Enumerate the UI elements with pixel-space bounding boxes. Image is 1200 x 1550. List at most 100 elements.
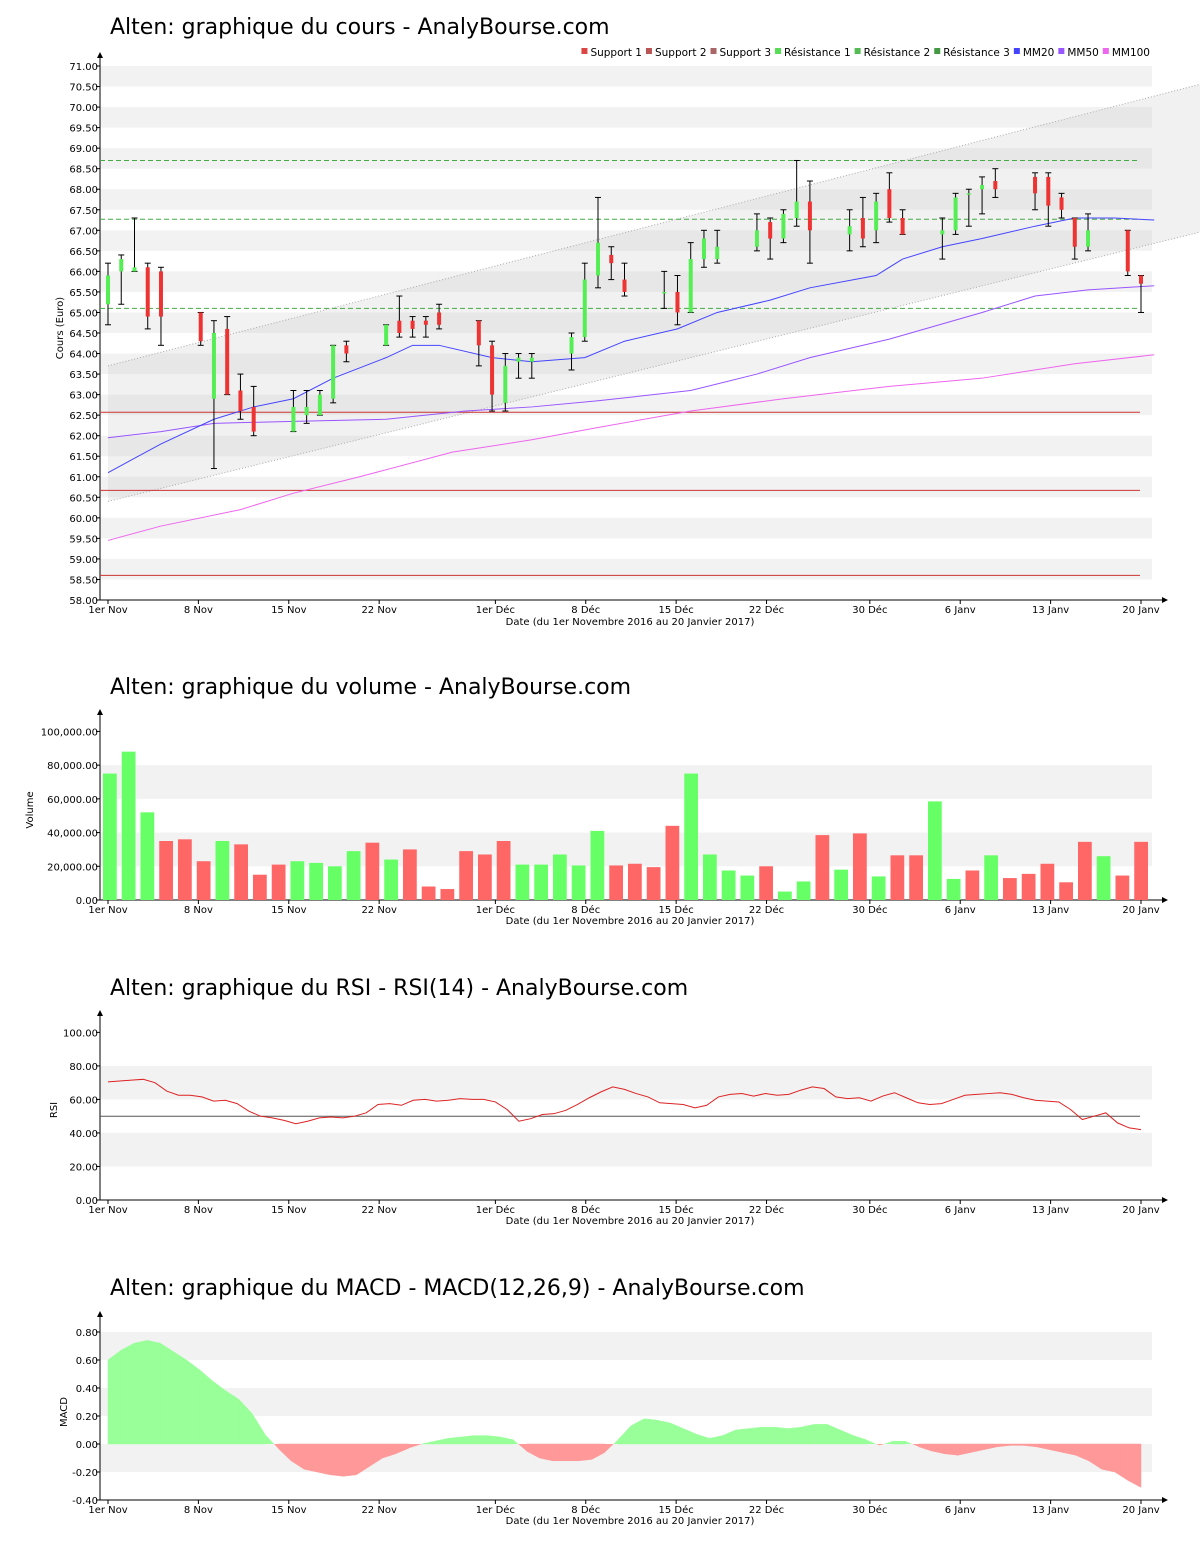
legend-swatch bbox=[710, 48, 717, 54]
rsi-line bbox=[107, 1078, 1142, 1131]
macd-x-tick-label: 20 Janv bbox=[1122, 1505, 1159, 1516]
macd-area-segment bbox=[944, 1443, 959, 1456]
legend-label: Support 3 bbox=[720, 47, 772, 59]
candle-body bbox=[596, 242, 601, 276]
macd-area-segment bbox=[447, 1436, 462, 1445]
rsi-x-axis-label: Date (du 1er Novembre 2016 au 20 Janvier… bbox=[506, 1216, 755, 1227]
candle-body bbox=[940, 230, 945, 235]
macd-x-tick-label: 6 Janv bbox=[945, 1505, 976, 1516]
volume-x-tick-label: 1er Déc bbox=[476, 904, 515, 916]
price-chart: 58.00 58.50 59.00 59.50 60.00 60.50 61.00 61.50… bbox=[69, 47, 1200, 616]
legend-swatch bbox=[1013, 48, 1020, 54]
macd-band bbox=[100, 1444, 1152, 1472]
candle-body bbox=[198, 312, 203, 342]
macd-x-axis-label: Date (du 1er Novembre 2016 au 20 Janvier… bbox=[506, 1516, 755, 1527]
macd-y-tick-label: 0.80 bbox=[76, 1328, 98, 1339]
macd-area-segment bbox=[199, 1369, 213, 1445]
macd-y-tick-label: -0.20 bbox=[72, 1468, 98, 1479]
macd-area-segment bbox=[735, 1428, 749, 1445]
macd-area-segment bbox=[160, 1342, 174, 1445]
candle-body bbox=[344, 345, 349, 354]
volume-bar bbox=[796, 881, 811, 900]
macd-area-segment bbox=[912, 1444, 919, 1447]
macd-x-arrow bbox=[1162, 1497, 1168, 1503]
volume-x-tick-label: 22 Nov bbox=[361, 905, 397, 916]
macd-x-tick-label: 1er Nov bbox=[88, 1505, 127, 1516]
volume-bar bbox=[553, 854, 567, 900]
macd-area-segment bbox=[303, 1443, 318, 1473]
macd-area-segment bbox=[421, 1440, 436, 1445]
rsi-x-tick-label: 1er Nov bbox=[88, 1205, 127, 1216]
rsi-x-tick-label: 8 Nov bbox=[184, 1205, 213, 1216]
macd-area-segment bbox=[696, 1433, 710, 1445]
macd-area-segment bbox=[343, 1443, 357, 1477]
candle-body bbox=[688, 259, 693, 313]
candle-body bbox=[132, 267, 137, 272]
price-y-tick-label: 69.00 bbox=[69, 144, 98, 155]
price-y-tick-label: 61.00 bbox=[69, 473, 98, 484]
price-y-tick-label: 70.50 bbox=[69, 83, 98, 94]
volume-y-arrow bbox=[97, 709, 103, 715]
rsi-x-tick-label: 6 Janv bbox=[945, 1205, 976, 1216]
volume-bar bbox=[909, 855, 923, 900]
rsi-chart: 0.00 20.00 40.00 60.00 80.00 100.00 1er Nov 8 N… bbox=[63, 1010, 1168, 1216]
volume-y-tick-label: 100,000.00 bbox=[41, 727, 98, 738]
macd-area-segment bbox=[826, 1424, 841, 1445]
rsi-y-tick-label: 20.00 bbox=[69, 1162, 98, 1173]
rsi-x-tick-label: 8 Déc bbox=[571, 1204, 600, 1216]
legend-label: Support 2 bbox=[655, 47, 707, 59]
macd-area-segment bbox=[892, 1440, 906, 1445]
macd-area-segment bbox=[840, 1429, 854, 1445]
price-y-tick-label: 58.00 bbox=[69, 596, 98, 607]
rsi-y-tick-label: 80.00 bbox=[69, 1062, 98, 1073]
macd-x-tick-label: 8 Nov bbox=[184, 1505, 213, 1516]
volume-bar bbox=[271, 864, 286, 900]
price-y-tick-label: 62.50 bbox=[69, 411, 98, 422]
macd-area-segment bbox=[683, 1428, 697, 1445]
macd-area-segment bbox=[264, 1434, 275, 1444]
price-band bbox=[100, 517, 1152, 539]
volume-y-tick-label: 40,000.00 bbox=[47, 829, 98, 840]
volume-x-tick-label: 1er Nov bbox=[88, 905, 127, 916]
candle-body bbox=[529, 357, 534, 362]
macd-area-segment bbox=[133, 1340, 148, 1445]
macd-area-segment bbox=[774, 1426, 789, 1445]
rsi-band bbox=[100, 1065, 1152, 1100]
volume-bar bbox=[984, 855, 998, 900]
rsi-x-tick-label: 22 Déc bbox=[749, 1204, 784, 1216]
volume-x-tick-label: 13 Janv bbox=[1032, 905, 1069, 916]
macd-y-tick-label: 0.00 bbox=[76, 1440, 98, 1451]
macd-area-segment bbox=[518, 1444, 527, 1451]
rsi-y-tick-label: 40.00 bbox=[69, 1129, 98, 1140]
price-y-arrow bbox=[97, 52, 103, 58]
price-y-tick-label: 66.50 bbox=[69, 247, 98, 258]
macd-x-tick-label: 15 Déc bbox=[659, 1504, 694, 1516]
volume-y-tick-label: 20,000.00 bbox=[47, 862, 98, 873]
legend-label: MM100 bbox=[1112, 47, 1150, 59]
candle-body bbox=[582, 279, 587, 338]
macd-area-segment bbox=[883, 1441, 893, 1444]
macd-area-segment bbox=[1009, 1443, 1024, 1446]
macd-area-segment bbox=[905, 1441, 913, 1444]
volume-bar bbox=[328, 866, 342, 900]
volume-bar bbox=[178, 839, 192, 900]
price-x-tick-label: 22 Nov bbox=[361, 605, 397, 616]
rsi-y-axis-label: RSI bbox=[49, 1102, 60, 1118]
volume-x-tick-label: 15 Nov bbox=[271, 905, 307, 916]
macd-area-segment bbox=[813, 1424, 828, 1445]
macd-area-segment bbox=[212, 1380, 226, 1445]
macd-area-segment bbox=[656, 1419, 671, 1445]
volume-bar bbox=[1040, 863, 1055, 900]
volume-bar bbox=[1134, 841, 1148, 900]
candle-body bbox=[622, 279, 627, 292]
price-y-tick-label: 63.50 bbox=[69, 370, 98, 381]
candle-body bbox=[847, 226, 852, 235]
volume-bar bbox=[928, 801, 942, 900]
legend-label: MM20 bbox=[1023, 47, 1054, 59]
candle-body bbox=[304, 406, 309, 416]
price-y-tick-label: 71.00 bbox=[69, 62, 98, 73]
candle-body bbox=[794, 201, 799, 218]
price-x-tick-label: 6 Janv bbox=[945, 605, 976, 616]
legend-swatch bbox=[1102, 48, 1109, 54]
